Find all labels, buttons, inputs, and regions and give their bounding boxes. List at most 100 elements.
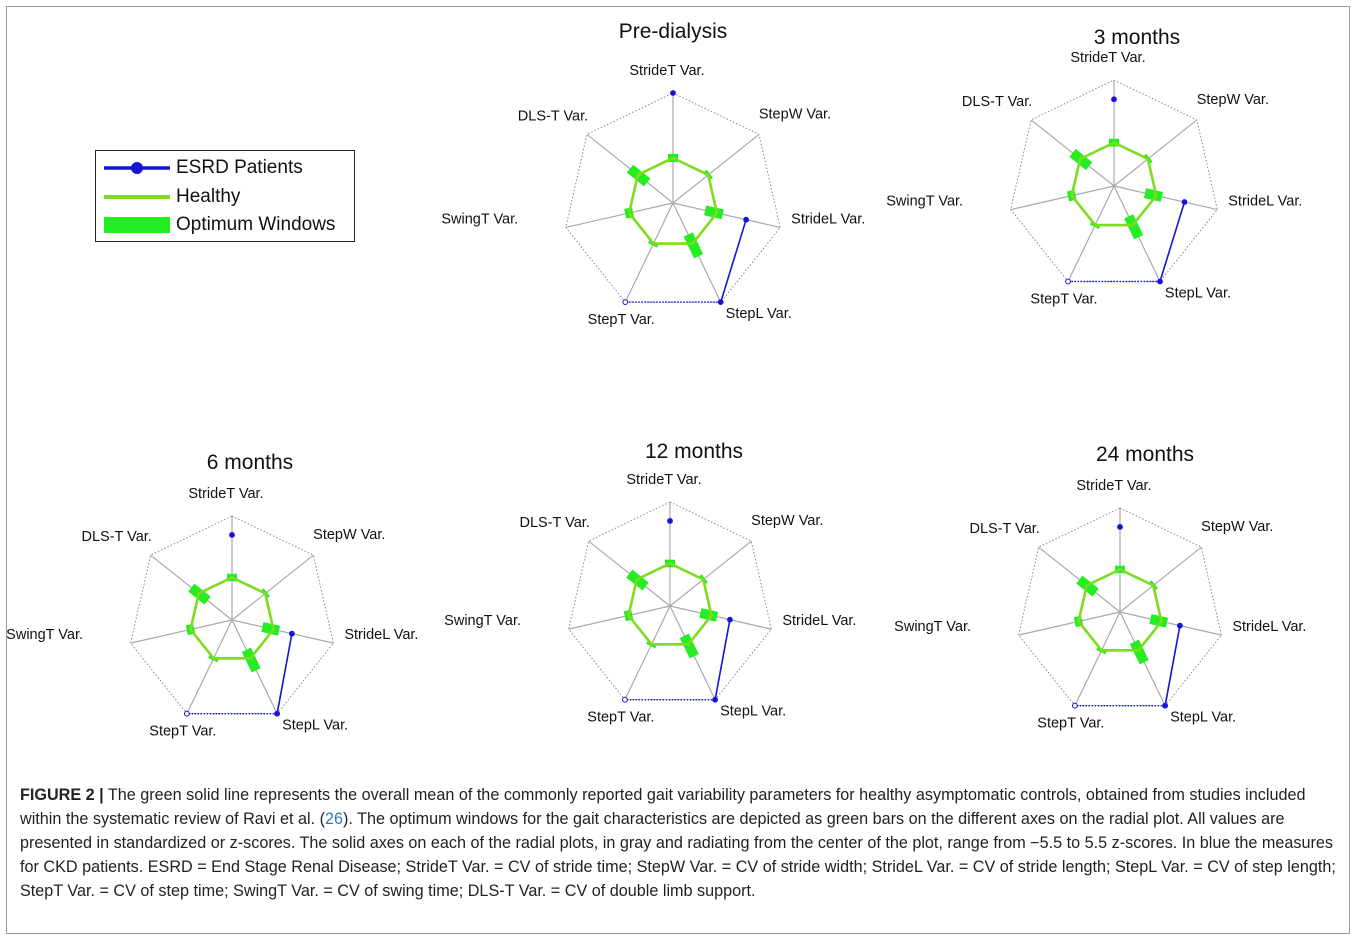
axis-label: StrideT Var.: [1076, 478, 1151, 494]
radar-axis: [186, 619, 233, 714]
esrd-point: [1111, 96, 1117, 103]
radar-axis: [231, 619, 334, 644]
axis-label: StrideT Var.: [629, 63, 704, 79]
radar-axis: [565, 202, 674, 229]
axis-label: SwingT Var.: [894, 619, 971, 635]
esrd-point: [1162, 702, 1169, 709]
axis-label: StepT Var.: [588, 312, 655, 328]
axis-label: DLS-T Var.: [81, 529, 151, 545]
axis-label: StepL Var.: [1165, 286, 1231, 302]
legend-esrd-label: ESRD Patients: [176, 157, 303, 178]
optimum-window-bar: [683, 232, 704, 259]
legend-item-optimum: Optimum Windows: [96, 211, 354, 239]
axis-label: StrideL Var.: [1232, 619, 1306, 635]
optimum-window-bar: [1129, 639, 1149, 665]
radar-axis: [1010, 185, 1115, 211]
axis-label: DLS-T Var.: [962, 94, 1032, 110]
radar-axis: [1119, 611, 1222, 636]
axis-label: StepL Var.: [726, 306, 792, 322]
axis-label: SwingT Var.: [6, 627, 83, 643]
optimum-window-bar: [679, 633, 699, 659]
axis-label: SwingT Var.: [441, 211, 518, 227]
legend-item-healthy: Healthy: [96, 183, 354, 211]
radar-chart-4: 12 months StrideT Var. StepW Var. StrideL V…: [444, 440, 856, 726]
axis-label: StrideT Var.: [1070, 50, 1145, 66]
esrd-point: [743, 216, 750, 223]
radar-axis: [1067, 185, 1115, 282]
healthy-line: [1077, 568, 1163, 652]
radar-figure: Pre-dialysis StrideT Var. StepW Var. Stride…: [6, 20, 1306, 740]
esrd-point: [712, 696, 719, 703]
figure-frame: [6, 6, 1350, 934]
optimum-window-bar: [1143, 188, 1164, 202]
legend-healthy-label: Healthy: [176, 186, 241, 207]
axis-label: StepT Var.: [1037, 716, 1104, 732]
esrd-point: [1071, 702, 1078, 709]
caption-text-1: The green solid line represents the over…: [20, 786, 1306, 828]
legend-item-esrd: ESRD Patients: [96, 154, 354, 182]
axis-label: StrideL Var.: [1228, 194, 1302, 210]
radar-axis: [150, 554, 233, 621]
chart-title: Pre-dialysis: [619, 20, 728, 43]
radar-chart-3: 6 months StrideT Var. StepW Var. StrideL Va…: [6, 451, 418, 740]
esrd-point: [229, 532, 235, 538]
radar-chart-1: Pre-dialysis StrideT Var. StepW Var. Stride…: [441, 20, 865, 328]
esrd-point: [727, 616, 733, 623]
esrd-point: [670, 90, 676, 96]
axis-label: StepT Var.: [587, 710, 654, 726]
radar-axis: [1113, 185, 1218, 211]
axis-label: StepW Var.: [759, 106, 831, 122]
radar-axis: [669, 605, 772, 630]
radar-axis: [624, 202, 674, 303]
legend-healthy-symbol: [104, 195, 170, 199]
axis-label: StepT Var.: [149, 724, 216, 740]
radar-axis: [1038, 546, 1121, 613]
esrd-point: [622, 299, 629, 306]
esrd-point: [289, 630, 295, 637]
radar-axis: [624, 605, 671, 700]
radar-axis: [568, 605, 671, 630]
radar-outer-web: [565, 92, 781, 303]
axis-label: StrideT Var.: [626, 472, 701, 488]
esrd-line-segment: [1164, 625, 1181, 706]
axis-label: StepL Var.: [720, 704, 786, 720]
optimum-window-bar: [704, 205, 724, 220]
esrd-point: [667, 518, 673, 524]
chart-title: 3 months: [1094, 26, 1180, 49]
caption-lead: FIGURE 2 |: [20, 786, 104, 804]
radar-axis: [1074, 611, 1121, 706]
radar-axis: [588, 540, 671, 607]
figure-caption: FIGURE 2 | The green solid line represen…: [20, 783, 1338, 903]
radar-outer-web: [1010, 79, 1218, 283]
radar-axis: [1113, 119, 1198, 187]
esrd-point: [1177, 622, 1183, 629]
legend-esrd-symbol: [104, 162, 170, 174]
axis-label: SwingT Var.: [444, 613, 521, 629]
esrd-line-segment: [714, 619, 731, 700]
legend-optimum-symbol: [104, 217, 170, 233]
caption-text-2: ). The optimum windows for the gait char…: [20, 810, 1336, 900]
chart-title: 12 months: [645, 440, 743, 463]
esrd-point: [183, 710, 190, 717]
optimum-window-bar: [699, 608, 719, 622]
axis-label: StepT Var.: [1030, 292, 1097, 308]
healthy-line: [1070, 141, 1158, 227]
esrd-point: [717, 299, 724, 306]
axis-label: DLS-T Var.: [518, 108, 588, 124]
axis-label: StrideL Var.: [791, 211, 865, 227]
radar-axis: [672, 202, 781, 229]
esrd-line-segment: [276, 633, 293, 714]
healthy-line: [627, 156, 719, 245]
optimum-window-bar: [261, 622, 281, 636]
caption-reference-link[interactable]: 26: [324, 810, 343, 828]
radar-axis: [231, 554, 314, 621]
axis-label: DLS-T Var.: [519, 515, 589, 531]
radar-axis: [1119, 546, 1202, 613]
axis-label: StepL Var.: [282, 718, 348, 734]
axis-label: StepL Var.: [1170, 710, 1236, 726]
radar-axis: [669, 540, 752, 607]
legend-optimum-label: Optimum Windows: [176, 214, 336, 235]
optimum-window-bar: [1149, 614, 1169, 628]
axis-label: StrideL Var.: [344, 627, 418, 643]
